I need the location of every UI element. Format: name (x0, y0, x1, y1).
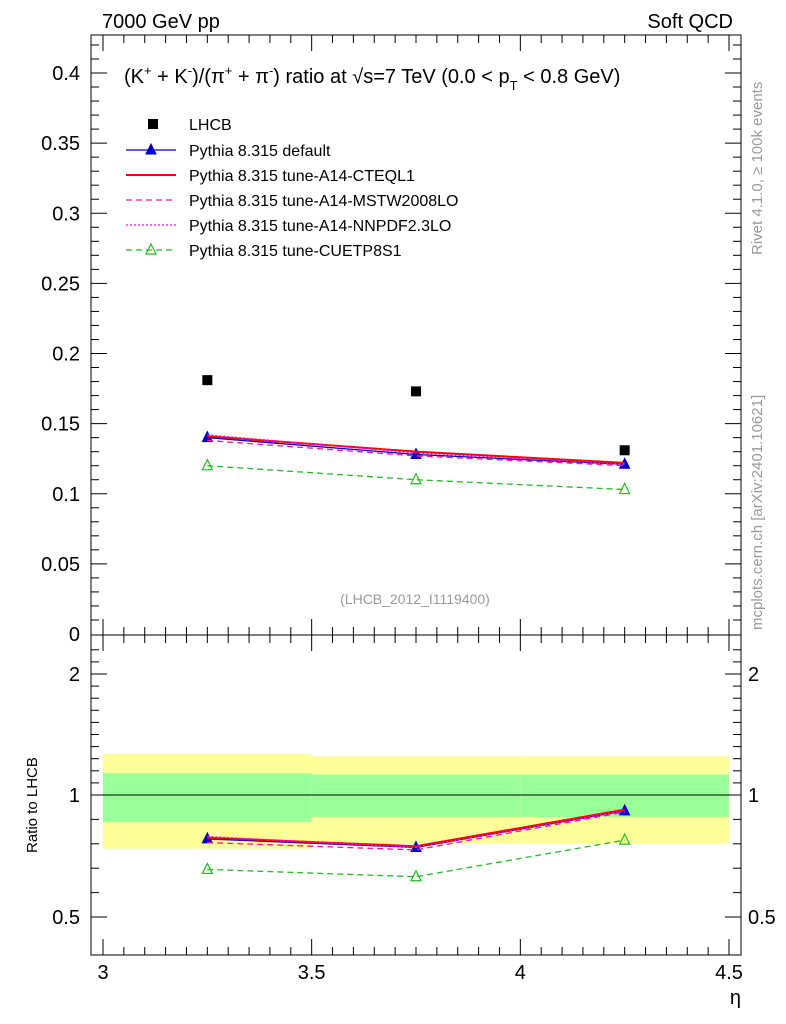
ratio-tick-label: 2 (69, 664, 80, 686)
data-point (411, 386, 421, 397)
legend-marker (145, 242, 157, 255)
legend-marker-data (148, 119, 158, 129)
ratio-band-inner (103, 773, 312, 822)
ratio-tick-label-right: 2 (748, 664, 759, 686)
ratio-band-inner (311, 774, 521, 817)
ratio-series-point (201, 862, 214, 875)
x-axis-label: η (730, 987, 741, 1009)
series-line (207, 465, 625, 491)
ratio-tick-label: 0.5 (52, 907, 80, 929)
ratio-y-axis-label: Ratio to LHCB (24, 757, 41, 853)
header-right: Soft QCD (647, 11, 733, 33)
legend-label: Pythia 8.315 default (189, 143, 331, 160)
legend-label: Pythia 8.315 tune-A14-MSTW2008LO (189, 193, 458, 210)
ratio-series-point (618, 832, 631, 845)
series-point (618, 482, 631, 495)
series-point (410, 472, 422, 485)
data-point (619, 445, 630, 456)
y-zero-label: 0 (69, 624, 80, 646)
y-tick-label: 0.15 (41, 414, 80, 436)
legend-label: Pythia 8.315 tune-A14-CTEQL1 (189, 168, 415, 185)
y-tick-label: 0.05 (41, 554, 80, 576)
legend-label: LHCB (189, 117, 232, 134)
ratio-tick-label: 1 (69, 785, 80, 807)
y-tick-label: 0.3 (52, 203, 80, 225)
x-tick-label: 3 (97, 962, 108, 984)
ratio-tick-label-right: 0.5 (748, 907, 776, 929)
series-line (207, 434, 625, 465)
ratio-series-line (207, 811, 625, 851)
rivet-label: Rivet 4.1.0, ≥ 100k events (749, 82, 766, 255)
legend-marker (145, 142, 157, 155)
ratio-series-point (410, 869, 422, 882)
y-tick-label: 0.1 (52, 484, 80, 506)
y-tick-label: 0.2 (52, 344, 80, 366)
legend-label: Pythia 8.315 tune-A14-NNPDF2.3LO (189, 218, 451, 235)
ratio-tick-label-right: 1 (748, 785, 759, 807)
y-tick-label: 0.35 (41, 133, 80, 155)
y-tick-label: 0.4 (52, 63, 80, 85)
x-tick-label: 4.5 (715, 962, 743, 984)
chart-title: (K+ + K-)/(π+ + π-) ratio at √s=7 TeV (0… (124, 63, 620, 93)
header-left: 7000 GeV pp (102, 11, 220, 33)
x-tick-label: 3.5 (298, 962, 326, 984)
series-point (201, 458, 214, 471)
data-point (202, 375, 213, 386)
analysis-label: (LHCB_2012_I1119400) (340, 591, 490, 607)
y-tick-label: 0.25 (41, 273, 80, 295)
mcplots-label: mcplots.cern.ch [arXiv:2401.10621] (749, 395, 766, 630)
ratio-series-line (207, 839, 625, 878)
x-tick-label: 4 (515, 962, 526, 984)
legend-label: Pythia 8.315 tune-CUETP8S1 (189, 243, 402, 260)
ratio-series-line (207, 810, 625, 849)
